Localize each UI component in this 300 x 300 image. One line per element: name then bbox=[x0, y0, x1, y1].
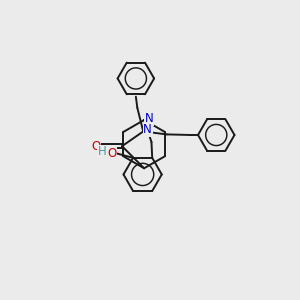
Text: N: N bbox=[143, 124, 152, 136]
Text: O: O bbox=[107, 147, 116, 160]
Text: N: N bbox=[145, 112, 154, 125]
Text: H: H bbox=[98, 146, 106, 158]
Text: O: O bbox=[91, 140, 100, 153]
